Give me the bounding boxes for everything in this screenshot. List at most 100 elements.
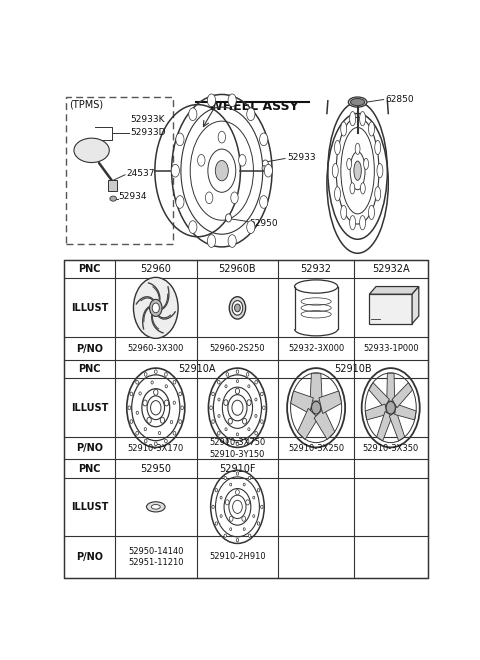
Circle shape: [150, 300, 162, 316]
Text: 52910-3X350: 52910-3X350: [362, 444, 419, 453]
Circle shape: [253, 496, 255, 499]
Text: 52950: 52950: [250, 218, 278, 228]
Ellipse shape: [341, 122, 347, 136]
Text: 52910F: 52910F: [219, 464, 256, 474]
Circle shape: [128, 406, 131, 410]
Ellipse shape: [218, 131, 226, 143]
Circle shape: [179, 420, 181, 424]
Polygon shape: [387, 374, 395, 401]
Ellipse shape: [231, 192, 238, 204]
Circle shape: [144, 428, 146, 431]
Text: 52932: 52932: [300, 264, 332, 274]
Circle shape: [144, 372, 147, 376]
Circle shape: [215, 488, 217, 492]
Ellipse shape: [354, 161, 361, 180]
Circle shape: [143, 400, 147, 406]
Ellipse shape: [189, 108, 197, 121]
Circle shape: [133, 277, 178, 339]
Circle shape: [160, 417, 165, 423]
Ellipse shape: [176, 195, 184, 209]
Ellipse shape: [239, 154, 246, 166]
Circle shape: [225, 385, 227, 387]
Circle shape: [155, 370, 157, 374]
Ellipse shape: [151, 504, 160, 509]
Circle shape: [262, 166, 266, 171]
Circle shape: [255, 414, 257, 417]
Circle shape: [312, 401, 321, 414]
Circle shape: [229, 516, 233, 521]
Circle shape: [257, 522, 260, 525]
Text: 52933-1P000: 52933-1P000: [363, 344, 419, 353]
Circle shape: [261, 505, 263, 508]
Circle shape: [212, 505, 214, 508]
Ellipse shape: [216, 160, 228, 181]
FancyBboxPatch shape: [369, 294, 412, 323]
Polygon shape: [369, 286, 419, 294]
Ellipse shape: [364, 158, 369, 170]
Ellipse shape: [349, 112, 356, 126]
Circle shape: [224, 400, 228, 405]
Text: PNC: PNC: [79, 364, 101, 374]
Ellipse shape: [260, 133, 268, 146]
Text: 52933: 52933: [287, 153, 315, 162]
Circle shape: [249, 477, 251, 480]
Polygon shape: [369, 383, 389, 408]
Ellipse shape: [260, 195, 268, 209]
Circle shape: [155, 442, 157, 446]
Circle shape: [226, 440, 228, 443]
Circle shape: [236, 490, 240, 495]
Circle shape: [261, 392, 263, 396]
Ellipse shape: [228, 94, 236, 107]
FancyBboxPatch shape: [108, 180, 117, 191]
Ellipse shape: [348, 97, 367, 107]
Text: PNC: PNC: [79, 464, 101, 474]
Text: 52950: 52950: [140, 464, 171, 474]
Polygon shape: [310, 374, 322, 401]
Ellipse shape: [360, 112, 366, 126]
Text: P/NO: P/NO: [76, 344, 103, 354]
Circle shape: [236, 370, 239, 374]
Text: P/NO: P/NO: [76, 552, 103, 562]
Circle shape: [215, 522, 217, 525]
Text: P/NO: P/NO: [76, 444, 103, 453]
Text: 62850: 62850: [385, 95, 414, 104]
Text: PNC: PNC: [79, 264, 101, 274]
Text: 52960B: 52960B: [218, 264, 256, 274]
Text: 52950-14140
52951-11210: 52950-14140 52951-11210: [128, 546, 183, 568]
Ellipse shape: [264, 164, 273, 177]
Circle shape: [220, 496, 222, 499]
Text: 52960-3X300: 52960-3X300: [128, 344, 184, 353]
Circle shape: [248, 428, 250, 431]
Circle shape: [249, 534, 251, 537]
Ellipse shape: [205, 192, 213, 204]
Circle shape: [248, 385, 250, 387]
Circle shape: [228, 418, 232, 424]
Circle shape: [255, 432, 257, 435]
Polygon shape: [314, 409, 335, 440]
Circle shape: [246, 440, 249, 443]
Ellipse shape: [198, 154, 205, 166]
Circle shape: [154, 389, 158, 395]
Ellipse shape: [176, 133, 184, 146]
Polygon shape: [319, 391, 342, 414]
Text: WHEEL ASSY: WHEEL ASSY: [209, 100, 298, 112]
Circle shape: [173, 401, 176, 405]
Ellipse shape: [360, 183, 365, 194]
Ellipse shape: [350, 183, 355, 194]
Ellipse shape: [247, 108, 255, 121]
Circle shape: [130, 420, 133, 424]
Ellipse shape: [377, 164, 383, 178]
Ellipse shape: [369, 122, 374, 136]
Ellipse shape: [207, 94, 216, 107]
Polygon shape: [389, 411, 405, 441]
Text: 52960: 52960: [140, 264, 171, 274]
Polygon shape: [298, 409, 318, 440]
Circle shape: [255, 398, 257, 401]
Ellipse shape: [247, 220, 255, 234]
Circle shape: [242, 418, 247, 424]
Circle shape: [147, 417, 151, 423]
Circle shape: [226, 500, 229, 505]
Ellipse shape: [369, 205, 374, 220]
Circle shape: [136, 432, 139, 435]
Circle shape: [246, 500, 250, 505]
